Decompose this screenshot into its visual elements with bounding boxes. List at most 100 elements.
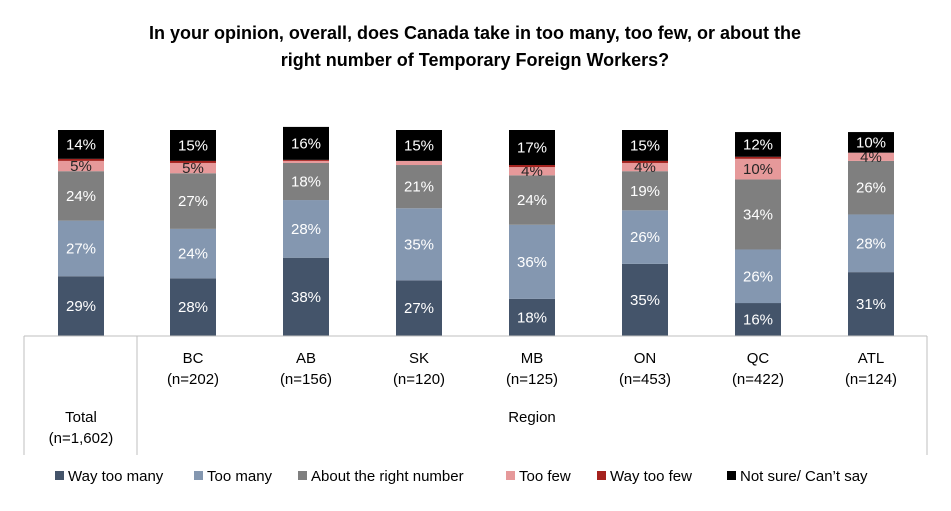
bar-segment-about-right: [735, 179, 781, 250]
group-label-region: Region: [508, 409, 556, 426]
category-label: QC: [747, 350, 770, 367]
legend-label: About the right number: [311, 468, 464, 485]
bar-segment-way-too-few: [735, 156, 781, 159]
bars: 29% 27% 24% 5% 14% 28% 24% 27% 5% 15% 38% 28% 18% 16%…: [58, 126, 894, 336]
bar-segment-about-right: [622, 171, 668, 211]
category-sample-size: (n=453): [619, 371, 671, 388]
data-label-about-right: 24%: [517, 192, 547, 209]
category-sample-size: (n=124): [845, 371, 897, 388]
category-label: ON: [634, 350, 657, 367]
bar-segment-about-right: [509, 175, 555, 225]
bar-segment-about-right: [170, 173, 216, 229]
legend-swatch: [727, 471, 736, 480]
bar-segment-way-too-many: [396, 280, 442, 336]
legend-item-too-many: Too many: [194, 468, 273, 485]
data-label-not-sure: 14%: [66, 136, 96, 153]
bar-segment-about-right: [283, 162, 329, 201]
bar-segment-too-many: [170, 228, 216, 279]
bar-segment-too-many: [283, 200, 329, 258]
bar-stack-total: 29% 27% 24% 5% 14%: [58, 130, 104, 336]
data-label-too-few: 4%: [860, 149, 882, 166]
legend-label: Too many: [207, 468, 273, 485]
bar-segment-not-sure: [509, 130, 555, 166]
data-label-too-many: 27%: [66, 240, 96, 257]
bar-segment-way-too-many: [283, 257, 329, 336]
data-label-about-right: 18%: [291, 174, 321, 191]
bar-segment-way-too-many: [58, 276, 104, 336]
category-sample-size: (n=1,602): [49, 430, 114, 447]
category-axis: Total (n=1,602) BC (n=202) AB (n=156) SK (n=120…: [23, 335, 928, 455]
legend-item-way-too-many: Way too many: [55, 468, 164, 485]
chart-title: In your opinion, overall, does Canada ta…: [149, 23, 801, 70]
data-label-too-few: 5%: [182, 160, 204, 177]
category-sample-size: (n=156): [280, 371, 332, 388]
data-label-too-many: 26%: [743, 268, 773, 285]
data-label-too-few: 4%: [634, 159, 656, 176]
legend-item-way-too-few: Way too few: [597, 468, 692, 485]
bar-segment-way-too-few: [509, 165, 555, 168]
data-label-way-too-many: 16%: [743, 312, 773, 329]
data-label-way-too-many: 28%: [178, 299, 208, 316]
category-sample-size: (n=422): [732, 371, 784, 388]
bar-stack-on: 35% 26% 19% 4% 15%: [622, 130, 668, 336]
legend-swatch: [506, 471, 515, 480]
bar-segment-too-few: [396, 160, 442, 166]
bar-segment-too-few: [58, 160, 104, 172]
bar-segment-about-right: [58, 171, 104, 221]
data-label-way-too-many: 29%: [66, 298, 96, 315]
bar-segment-way-too-many: [848, 272, 894, 336]
bar-segment-too-many: [622, 210, 668, 264]
bar-segment-too-few: [622, 162, 668, 172]
legend-label: Way too few: [610, 468, 692, 485]
legend-item-not-sure: Not sure/ Can’t say: [727, 468, 868, 485]
data-label-not-sure: 15%: [630, 137, 660, 154]
data-label-about-right: 34%: [743, 206, 773, 223]
data-label-way-too-many: 38%: [291, 289, 321, 306]
category-sample-size: (n=125): [506, 371, 558, 388]
bar-segment-too-few: [848, 152, 894, 161]
data-label-too-many: 28%: [291, 221, 321, 238]
legend-swatch: [298, 471, 307, 480]
bar-segment-too-many: [58, 220, 104, 277]
bar-segment-way-too-few: [58, 158, 104, 161]
bar-segment-too-few: [735, 158, 781, 180]
data-label-not-sure: 12%: [743, 136, 773, 153]
data-label-not-sure: 17%: [517, 140, 547, 157]
chart-title-line-2: right number of Temporary Foreign Worker…: [281, 50, 669, 70]
bar-segment-too-many: [509, 224, 555, 299]
bar-segment-way-too-few: [170, 160, 216, 163]
bar-stack-sk: 27% 35% 21% 15%: [396, 130, 442, 336]
bar-segment-way-too-few: [622, 160, 668, 163]
data-label-not-sure: 10%: [856, 134, 886, 151]
data-label-too-many: 26%: [630, 229, 660, 246]
legend-label: Too few: [519, 468, 571, 485]
bar-segment-too-many: [848, 214, 894, 273]
legend-swatch: [55, 471, 64, 480]
category-sample-size: (n=202): [167, 371, 219, 388]
bar-segment-not-sure: [58, 130, 104, 159]
data-label-about-right: 19%: [630, 183, 660, 200]
bar-segment-way-too-many: [509, 298, 555, 336]
legend-item-about-right: About the right number: [298, 468, 464, 485]
bar-segment-not-sure: [622, 130, 668, 161]
bar-segment-way-too-many: [622, 263, 668, 336]
data-label-way-too-many: 27%: [404, 300, 434, 317]
category-label: ATL: [858, 350, 884, 367]
bar-segment-too-few: [170, 162, 216, 174]
data-label-about-right: 27%: [178, 193, 208, 210]
bar-segment-too-many: [396, 208, 442, 281]
category-label: Total: [65, 409, 97, 426]
legend-swatch: [597, 471, 606, 480]
legend-label: Way too many: [68, 468, 164, 485]
data-label-too-many: 35%: [404, 236, 434, 253]
category-label: BC: [183, 350, 204, 367]
bar-stack-atl: 31% 28% 26% 4%10%: [848, 132, 894, 336]
bar-segment-about-right: [396, 165, 442, 209]
data-label-too-few: 4%: [521, 163, 543, 180]
bar-segment-way-too-many: [170, 278, 216, 336]
bar-segment-too-few: [509, 167, 555, 176]
data-label-too-many: 36%: [517, 254, 547, 271]
bar-segment-not-sure: [396, 130, 442, 161]
